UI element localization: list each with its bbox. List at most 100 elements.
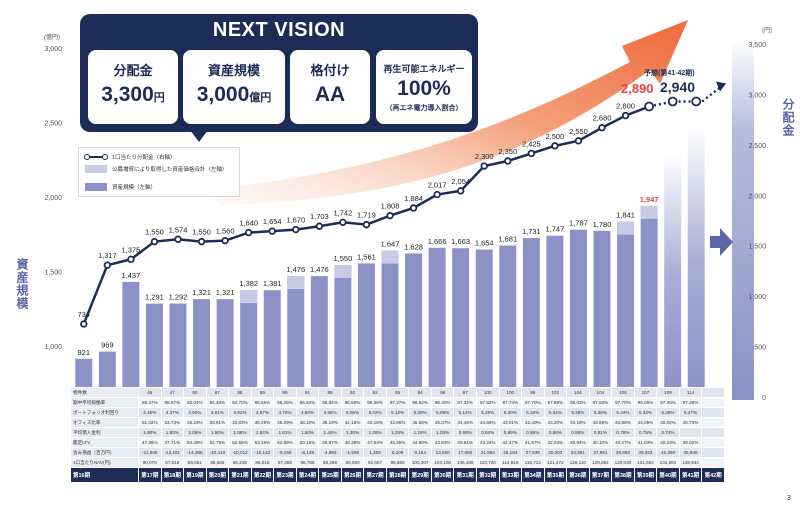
table-cell: 0.89% <box>498 427 523 438</box>
table-cell: 43.86% <box>385 417 410 428</box>
table-cell: 43.18% <box>566 417 590 428</box>
table-cell: 53.73% <box>160 417 185 428</box>
asset-bar-label: 1,663 <box>451 237 470 246</box>
table-cell: 47.71% <box>160 437 185 448</box>
issuance-bar <box>640 205 658 219</box>
table-cell: 47.38% <box>138 437 162 448</box>
table-cell: 4.95% <box>318 407 342 418</box>
asset-bar-label: 1,787 <box>569 219 588 228</box>
table-row: オフィス比率 51.32% 53.73% 36.23% 33.81% 33.83% 35.2… <box>70 417 725 428</box>
asset-bar-label: 1,550 <box>333 254 352 263</box>
asset-bar <box>405 253 423 398</box>
table-cell: 0.75% <box>633 427 658 438</box>
asset-bar-label: 1,291 <box>145 293 164 302</box>
table-cell: 97.83% <box>588 397 613 408</box>
issuance-bar <box>240 290 258 304</box>
asset-bar <box>499 245 517 398</box>
table-cell: 33.81% <box>205 417 230 428</box>
table-cell: 0.86% <box>521 427 545 438</box>
issuance-bar <box>617 221 635 235</box>
vision-card-label: 分配金 <box>113 63 153 78</box>
period-label: 第38期 <box>611 467 635 483</box>
table-cell: 88 <box>228 387 252 398</box>
asset-bar-label: 969 <box>101 341 114 350</box>
table-row: ポートフォリオ利回り 4.46% 4.37% 4.90% 4.61% 4.81% 4.87%… <box>70 407 725 418</box>
table-cell: 42.40% <box>521 417 545 428</box>
table-cell <box>701 427 725 438</box>
legend-swatch-icon <box>85 165 107 173</box>
table-cell: 45.58% <box>408 417 432 428</box>
asset-bar <box>334 265 352 398</box>
table-cell: 90 <box>183 387 207 398</box>
asset-bar-label: 1,780 <box>593 220 612 229</box>
table-cell: 96.40% <box>430 397 455 408</box>
current-distribution-value: 2,890 <box>621 81 654 96</box>
table-cell: 21,984 <box>475 447 500 458</box>
distribution-label: 2,500 <box>545 132 564 141</box>
asset-bar <box>593 230 611 398</box>
table-cell: 41.03% <box>633 437 658 448</box>
table-cell: 1.84% <box>250 427 275 438</box>
table-cell: 27,636 <box>521 447 545 458</box>
table-cell: 87 <box>205 387 230 398</box>
right-axis-tick: 2,000 <box>748 193 766 200</box>
period-label: 第31期 <box>453 467 477 483</box>
asset-bar-label: 1,841 <box>616 211 635 220</box>
table-cell: 4.81% <box>228 407 252 418</box>
table-cell: 97.70% <box>521 397 545 408</box>
table-cell: 107 <box>633 387 658 398</box>
distribution-point <box>504 157 512 165</box>
table-cell: 126,110 <box>566 457 590 468</box>
table-cell: 92 <box>363 387 387 398</box>
period-label: 第42期 <box>701 467 725 483</box>
table-row-header: ポートフォリオ利回り <box>70 407 139 418</box>
table-row: 1口当たりNAV(円) 90,070 87,518 89,651 85,665 86,23… <box>70 457 725 468</box>
table-cell: 5.09% <box>430 407 455 418</box>
period-label: 第16期 <box>70 467 139 483</box>
asset-bar-label: 1,382 <box>239 279 258 288</box>
asset-bar-label: 1,381 <box>263 279 282 288</box>
table-cell <box>701 437 725 448</box>
vision-card-value: 3,300円 <box>101 83 165 106</box>
table-cell: 134,691 <box>656 457 680 468</box>
table-cell: 0.98% <box>453 427 477 438</box>
table-cell: 37,891 <box>588 447 613 458</box>
distribution-label: 2,550 <box>569 127 588 136</box>
distribution-point <box>315 222 324 230</box>
asset-bar <box>522 238 540 398</box>
table-cell: 97.74% <box>498 397 523 408</box>
table-cell: 46 <box>138 387 162 398</box>
table-cell: 48.39% <box>340 437 365 448</box>
distribution-label: 1,550 <box>145 228 164 237</box>
table-cell: 51.32% <box>138 417 162 428</box>
table-cell: 44.66% <box>475 417 500 428</box>
table-cell: 42,298 <box>656 447 680 458</box>
distribution-point <box>339 218 347 227</box>
asset-bar <box>216 299 234 398</box>
forecast-label: 予想(第41-42期) <box>644 70 695 77</box>
table-cell: 44.05% <box>633 417 658 428</box>
table-row-header: 期中平均稼働率 <box>70 397 139 408</box>
table-cell: 88.97% <box>160 397 185 408</box>
table-row-header: 含み損益（百万円） <box>70 447 139 458</box>
asset-bar-label: 1,731 <box>522 227 541 236</box>
table-cell: 96.50% <box>340 397 365 408</box>
table-cell <box>701 447 725 458</box>
period-label: 第28期 <box>385 467 410 483</box>
table-row-header: 鑑定LTV <box>70 437 139 448</box>
distribution-label: 1,654 <box>263 217 282 226</box>
period-row: 第16期 第17期 第18期 第19期 第20期 第21期 第22期 第23期 第24期 第25期… <box>70 467 725 483</box>
asset-bar-label: 1,666 <box>428 237 447 246</box>
table-cell: 87,518 <box>160 457 185 468</box>
table-cell: 52.65% <box>228 437 252 448</box>
vision-card-value: AA <box>314 83 346 106</box>
legend-swatch-icon <box>85 183 107 191</box>
distribution-point <box>386 211 394 220</box>
table-cell: 43.83% <box>430 437 455 448</box>
table-cell: 96.08% <box>633 397 658 408</box>
table-cell: 4.61% <box>205 407 230 418</box>
table-cell: 47.54% <box>363 437 387 448</box>
right-axis-unit: (円) <box>762 28 772 34</box>
table-cell <box>678 427 703 438</box>
asset-bar-label: 1,561 <box>357 252 376 261</box>
